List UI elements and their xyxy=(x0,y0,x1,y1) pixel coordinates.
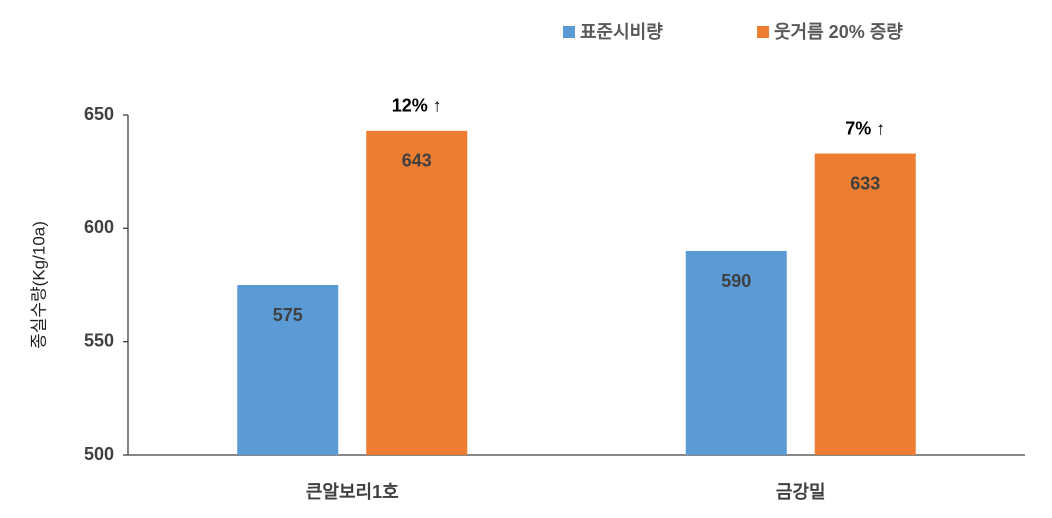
bar xyxy=(366,130,468,455)
x-tick-label: 큰알보리1호 xyxy=(306,482,399,502)
legend-label: 표준시비량 xyxy=(580,22,663,42)
y-tick-label: 500 xyxy=(84,444,114,464)
value-label: 643 xyxy=(402,151,432,171)
value-label: 590 xyxy=(721,271,751,291)
y-tick-label: 650 xyxy=(84,104,114,124)
y-tick-label: 550 xyxy=(84,330,114,350)
bar xyxy=(685,251,787,455)
x-tick-label: 금강밀 xyxy=(776,482,826,502)
y-tick-label: 600 xyxy=(84,217,114,237)
legend-swatch xyxy=(563,26,575,38)
value-label: 633 xyxy=(850,173,880,193)
annotation: 7% ↑ xyxy=(845,118,885,138)
bar xyxy=(237,285,339,455)
legend-label: 웃거름 20% 증량 xyxy=(774,22,903,42)
legend-swatch xyxy=(757,26,769,38)
bar xyxy=(814,153,916,456)
value-label: 575 xyxy=(273,305,303,325)
annotation: 12% ↑ xyxy=(392,96,442,116)
y-axis-label: 종실수량(Kg/10a) xyxy=(29,221,48,349)
